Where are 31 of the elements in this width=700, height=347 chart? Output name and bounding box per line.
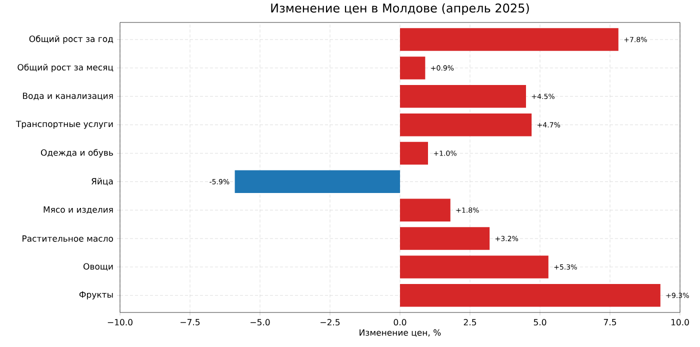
- x-tick-label: −2.5: [320, 318, 340, 326]
- y-tick-label: Вода и канализация: [23, 92, 113, 100]
- y-tick-label: Транспортные услуги: [16, 120, 113, 129]
- y-tick-label: Овощи: [84, 263, 113, 270]
- y-tick-label: Мясо и изделия: [44, 206, 113, 214]
- bar: [400, 142, 428, 164]
- y-tick-label: Фрукты: [79, 291, 113, 300]
- bar: [400, 28, 618, 51]
- bar: [400, 255, 548, 278]
- x-tick-label: 0.0: [394, 318, 406, 326]
- y-tick-label: Яйца: [92, 178, 113, 186]
- bar: [400, 56, 426, 80]
- bar: [234, 170, 400, 193]
- bar: [400, 226, 490, 250]
- y-tick-label: Общий рост за год: [29, 35, 114, 44]
- x-tick-label: 2.5: [464, 318, 476, 326]
- x-tick-label: −10.0: [108, 318, 132, 326]
- bar: [400, 113, 532, 136]
- x-tick-label: −5.0: [250, 318, 270, 326]
- bar: [400, 198, 450, 222]
- y-tick-label: Общий рост за месяц: [18, 64, 114, 72]
- x-tick-label: 10.0: [671, 318, 689, 326]
- x-tick-label: 7.5: [604, 318, 616, 326]
- x-tick-label: −7.5: [180, 318, 200, 326]
- y-tick-label: Растительное масло: [22, 235, 113, 242]
- bar: [400, 84, 526, 108]
- x-axis-title: Изменение цен, %: [360, 329, 441, 337]
- x-tick-label: 5.0: [534, 318, 546, 326]
- chart-title: Изменение цен в Молдове (апрель 2025): [271, 3, 529, 15]
- y-tick-label: Одежда и обувь: [40, 148, 113, 158]
- bar: [400, 284, 660, 307]
